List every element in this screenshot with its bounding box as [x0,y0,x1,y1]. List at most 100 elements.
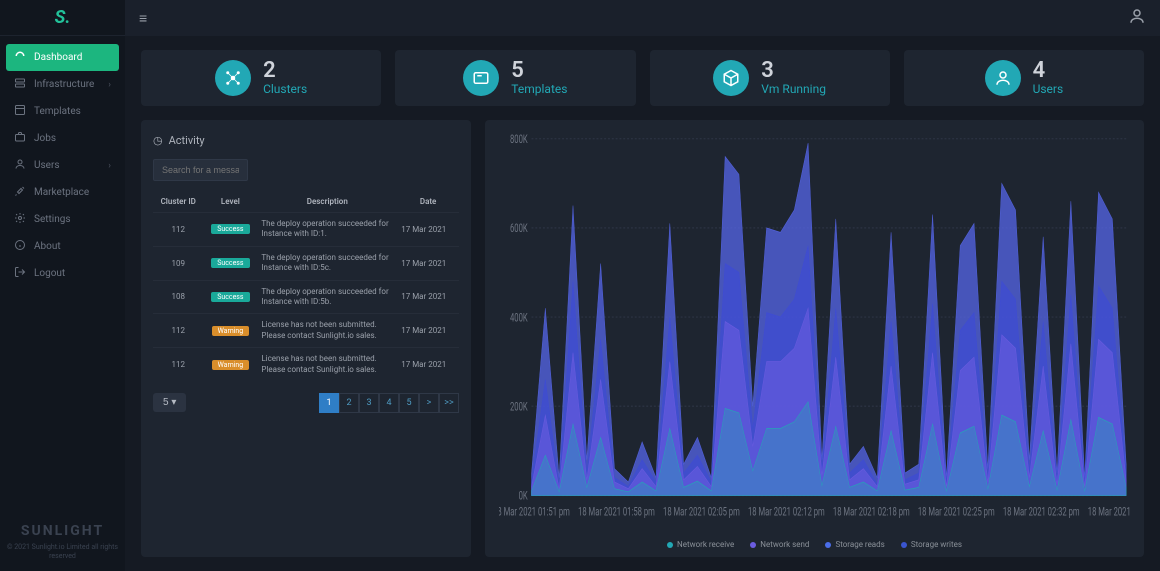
table-row[interactable]: 108SuccessThe deploy operation succeeded… [153,280,459,314]
level-badge: Success [211,258,249,268]
layout-icon [14,104,26,119]
svg-text:18 Mar 2021 02:12 pm: 18 Mar 2021 02:12 pm [748,506,825,519]
copyright: © 2021 Sunlight.io Limited all rights re… [4,543,121,561]
svg-text:18 Mar 2021 01:51 pm: 18 Mar 2021 01:51 pm [499,506,570,519]
page-button[interactable]: >> [439,393,459,413]
table-row[interactable]: 112WarningLicense has not been submitted… [153,314,459,348]
user-menu-icon[interactable] [1128,7,1146,29]
legend-label: Storage reads [835,540,884,549]
sidebar-item-label: Settings [34,214,71,225]
cube-icon [713,60,749,96]
sidebar-item-settings[interactable]: Settings [6,206,119,233]
legend-item[interactable]: Storage writes [901,540,962,549]
sidebar-item-jobs[interactable]: Jobs [6,125,119,152]
cell-desc: The deploy operation succeeded for Insta… [257,280,397,314]
cell-date: 17 Mar 2021 [397,246,459,280]
activity-title: ◷ Activity [153,134,459,147]
stat-count: 2 [263,60,307,82]
footer-brand: SUNLIGHT © 2021 Sunlight.io Limited all … [0,515,125,571]
stat-label: Templates [511,82,567,96]
legend-item[interactable]: Network receive [667,540,734,549]
svg-text:200K: 200K [510,401,528,414]
stat-card-vm-running[interactable]: 3Vm Running [650,50,890,106]
cell-level: Success [203,280,257,314]
info-icon [14,239,26,254]
page-button[interactable]: 3 [359,393,379,413]
page-button[interactable]: 5 [399,393,419,413]
cell-cluster: 112 [153,348,203,381]
sidebar-item-label: Marketplace [34,187,89,198]
svg-text:400K: 400K [510,312,528,325]
svg-text:18 Mar 2021 01:58 pm: 18 Mar 2021 01:58 pm [578,506,655,519]
legend-label: Network send [760,540,809,549]
svg-text:18 Mar 2021 02:25 pm: 18 Mar 2021 02:25 pm [918,506,995,519]
column-header: Cluster ID [153,191,203,213]
cell-date: 17 Mar 2021 [397,280,459,314]
lower-row: ◷ Activity Cluster IDLevelDescriptionDat… [141,120,1144,557]
page-button[interactable]: 2 [339,393,359,413]
cell-desc: License has not been submitted. Please c… [257,348,397,381]
sidebar-item-label: About [34,241,61,252]
legend-dot [825,542,831,548]
svg-text:18 Mar 2021 02:05 pm: 18 Mar 2021 02:05 pm [663,506,740,519]
cell-date: 17 Mar 2021 [397,213,459,247]
main: ≡ 2Clusters5Templates3Vm Running4Users ◷… [125,0,1160,571]
page-button[interactable]: > [419,393,439,413]
legend-label: Network receive [677,540,734,549]
column-header: Description [257,191,397,213]
svg-text:18 Mar 2021 02:32 pm: 18 Mar 2021 02:32 pm [1003,506,1080,519]
sidebar-item-infrastructure[interactable]: Infrastructure › [6,71,119,98]
pager: 12345>>> [319,393,459,413]
stat-label: Clusters [263,82,307,96]
page-button[interactable]: 4 [379,393,399,413]
table-row[interactable]: 112SuccessThe deploy operation succeeded… [153,213,459,247]
legend-dot [901,542,907,548]
sidebar-item-about[interactable]: About [6,233,119,260]
cell-cluster: 112 [153,213,203,247]
sidebar-item-logout[interactable]: Logout [6,260,119,287]
nav: Dashboard Infrastructure › TemplatesJobsUse… [0,36,125,515]
legend-item[interactable]: Storage reads [825,540,884,549]
cell-date: 17 Mar 2021 [397,348,459,381]
page-size-select[interactable]: 5 ▾ [153,393,186,412]
stat-card-users[interactable]: 4Users [904,50,1144,106]
stat-count: 3 [761,60,826,82]
column-header: Level [203,191,257,213]
sidebar-item-label: Infrastructure [34,79,94,90]
hamburger-icon[interactable]: ≡ [139,10,147,27]
sidebar-item-label: Logout [34,268,65,279]
table-row[interactable]: 112WarningLicense has not been submitted… [153,348,459,381]
sidebar-item-users[interactable]: Users› [6,152,119,179]
sidebar-item-marketplace[interactable]: Marketplace [6,179,119,206]
cell-desc: The deploy operation succeeded for Insta… [257,246,397,280]
activity-title-text: Activity [169,134,205,147]
legend-item[interactable]: Network send [750,540,809,549]
chart-svg: 0K200K400K600K800K18 Mar 2021 01:51 pm18… [499,130,1130,536]
level-badge: Warning [212,326,250,336]
chart-legend: Network receive Network send Storage reads… [499,536,1130,549]
footer-brand-text: SUNLIGHT [4,523,121,539]
user-icon [14,158,26,173]
cell-level: Warning [203,314,257,348]
exit-icon [14,266,26,281]
search-input[interactable] [153,159,248,181]
level-badge: Success [211,224,249,234]
page-button[interactable]: 1 [319,393,339,413]
svg-text:800K: 800K [510,134,528,147]
chart-area: 0K200K400K600K800K18 Mar 2021 01:51 pm18… [499,130,1130,536]
chevron-right-icon: › [108,80,111,90]
stat-card-clusters[interactable]: 2Clusters [141,50,381,106]
sidebar-item-label: Dashboard [34,52,82,63]
table-row[interactable]: 109SuccessThe deploy operation succeeded… [153,246,459,280]
stats-row: 2Clusters5Templates3Vm Running4Users [141,50,1144,106]
sidebar-item-dashboard[interactable]: Dashboard [6,44,119,71]
clock-icon: ◷ [153,134,163,147]
svg-text:600K: 600K [510,223,528,236]
tools-icon [14,185,26,200]
sidebar-item-templates[interactable]: Templates [6,98,119,125]
content: 2Clusters5Templates3Vm Running4Users ◷ A… [125,36,1160,571]
chevron-right-icon: › [108,161,111,171]
stat-card-templates[interactable]: 5Templates [395,50,635,106]
stat-label: Users [1033,82,1064,96]
cell-level: Success [203,246,257,280]
